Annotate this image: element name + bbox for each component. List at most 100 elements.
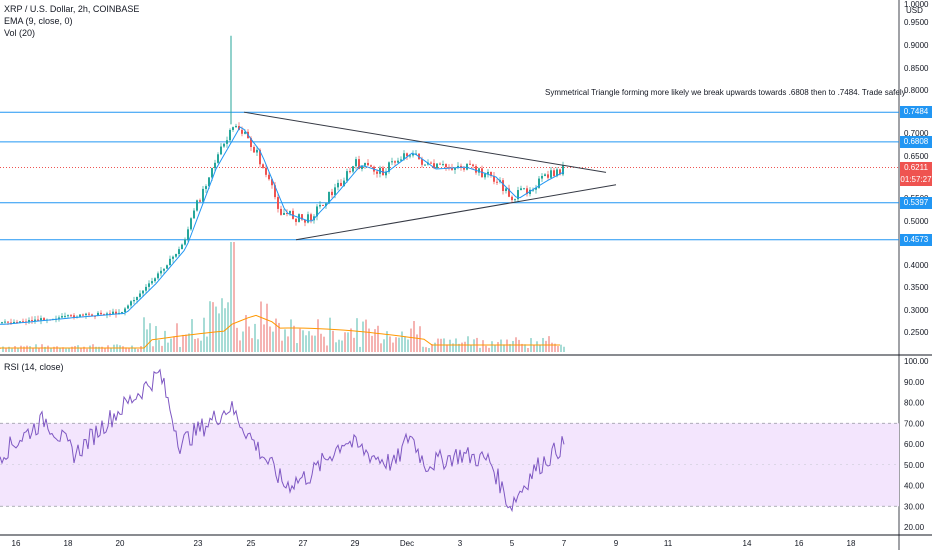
rsi-tick-label: 60.00	[904, 440, 925, 449]
candle-body	[250, 138, 252, 148]
volume-bar	[509, 344, 511, 352]
candle-body	[451, 167, 453, 170]
volume-bar	[194, 338, 196, 352]
volume-bar	[77, 345, 79, 352]
candle-body	[235, 125, 237, 128]
volume-bar	[314, 335, 316, 352]
candle-body	[496, 181, 498, 183]
candle-body	[550, 170, 552, 178]
candle-body	[520, 188, 522, 191]
candle-body	[67, 315, 69, 317]
candle-body	[64, 315, 66, 317]
volume-bar	[446, 344, 448, 352]
volume-bar	[299, 328, 301, 352]
candle-body	[43, 318, 45, 321]
date-tick-label: 18	[64, 539, 73, 548]
candle-body	[532, 189, 534, 191]
symbol-title[interactable]: XRP / U.S. Dollar, 2h, COINBASE	[4, 4, 140, 14]
volume-bar	[158, 340, 160, 352]
volume-bar	[233, 242, 235, 352]
candle-body	[436, 163, 438, 169]
date-tick-label: 20	[116, 539, 125, 548]
candle-body	[208, 177, 210, 187]
volume-bar	[386, 331, 388, 352]
price-tick-label: 0.8500	[904, 64, 929, 73]
candle-body	[19, 321, 21, 323]
volume-bar	[311, 335, 313, 352]
volume-bar	[317, 319, 319, 352]
candle-body	[88, 313, 90, 315]
level-price-tag: 0.7484	[900, 106, 932, 119]
volume-bar	[260, 301, 262, 352]
candle-body	[484, 173, 486, 178]
candle-body	[127, 305, 129, 309]
volume-bar	[185, 334, 187, 352]
volume-bar	[503, 344, 505, 352]
volume-bar	[98, 346, 100, 352]
volume-bar	[254, 323, 256, 352]
ema-indicator-label[interactable]: EMA (9, close, 0)	[4, 16, 73, 26]
date-tick-label: 27	[299, 539, 308, 548]
candle-body	[310, 214, 312, 221]
candle-body	[526, 188, 528, 195]
level-price-tag: 0.5397	[900, 196, 932, 209]
volume-bar	[500, 339, 502, 352]
volume-bar	[554, 343, 556, 352]
date-tick-label: 16	[12, 539, 21, 548]
ema-line	[0, 126, 565, 325]
candle-body	[361, 165, 363, 170]
volume-bar	[281, 340, 283, 352]
candle-body	[139, 293, 141, 297]
candle-body	[331, 191, 333, 196]
volume-bar	[470, 345, 472, 352]
volume-bar	[368, 328, 370, 352]
date-tick-label: 14	[743, 539, 752, 548]
candle-body	[166, 265, 168, 269]
candle-body	[463, 168, 465, 170]
rsi-tick-label: 20.00	[904, 523, 925, 532]
volume-bar	[20, 345, 22, 352]
volume-bar	[506, 339, 508, 352]
volume-bar	[356, 318, 358, 352]
candle-body	[454, 167, 456, 170]
candle-body	[202, 188, 204, 202]
candle-body	[265, 167, 267, 175]
volume-bar	[425, 347, 427, 352]
candle-body	[259, 149, 261, 165]
volume-bar	[380, 343, 382, 352]
candle-body	[22, 321, 24, 323]
price-tick-label: 0.7000	[904, 129, 929, 138]
volume-bar	[398, 337, 400, 352]
candle-body	[244, 131, 246, 134]
volume-bar	[341, 340, 343, 352]
candle-body	[100, 312, 102, 315]
candle-body	[274, 185, 276, 198]
volume-bar	[263, 324, 265, 352]
rsi-line	[0, 368, 565, 513]
candle-body	[262, 164, 264, 168]
candle-body	[1, 322, 3, 324]
candle-body	[334, 187, 336, 196]
volume-bar	[143, 317, 145, 352]
volume-bar	[488, 347, 490, 352]
date-tick-label: 23	[194, 539, 203, 548]
volume-bar	[209, 301, 211, 352]
candle-body	[163, 268, 165, 271]
volume-bar	[182, 334, 184, 352]
volume-bar	[329, 317, 331, 352]
volume-bar	[86, 348, 88, 352]
volume-bar	[527, 347, 529, 352]
candle-body	[28, 320, 30, 322]
candle-body	[196, 200, 198, 211]
volume-bar	[482, 340, 484, 352]
candle-body	[31, 320, 33, 322]
rsi-indicator-label[interactable]: RSI (14, close)	[4, 362, 64, 372]
candle-body	[295, 218, 297, 222]
volume-bar	[560, 344, 562, 352]
volume-indicator-label[interactable]: Vol (20)	[4, 28, 36, 38]
bar-countdown-tag: 01:57:27	[900, 173, 932, 186]
volume-bar	[563, 346, 565, 352]
candle-body	[181, 244, 183, 250]
volume-bar	[335, 342, 337, 352]
volume-bar	[173, 336, 175, 352]
